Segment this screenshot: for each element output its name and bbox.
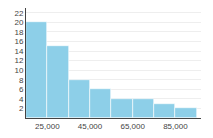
- svg-text:18: 18: [14, 28, 23, 37]
- svg-text:16: 16: [14, 37, 23, 46]
- svg-text:22: 22: [14, 9, 23, 18]
- svg-text:65,000: 65,000: [120, 122, 145, 131]
- svg-text:85,000: 85,000: [163, 122, 188, 131]
- svg-text:14: 14: [14, 47, 23, 56]
- svg-text:12: 12: [14, 56, 23, 65]
- svg-text:10: 10: [14, 66, 23, 75]
- svg-text:45,000: 45,000: [78, 122, 103, 131]
- svg-text:25,000: 25,000: [35, 122, 60, 131]
- svg-text:2: 2: [19, 104, 24, 113]
- svg-text:8: 8: [19, 76, 24, 85]
- svg-text:4: 4: [19, 95, 24, 104]
- svg-text:6: 6: [19, 85, 24, 94]
- svg-text:20: 20: [14, 18, 23, 27]
